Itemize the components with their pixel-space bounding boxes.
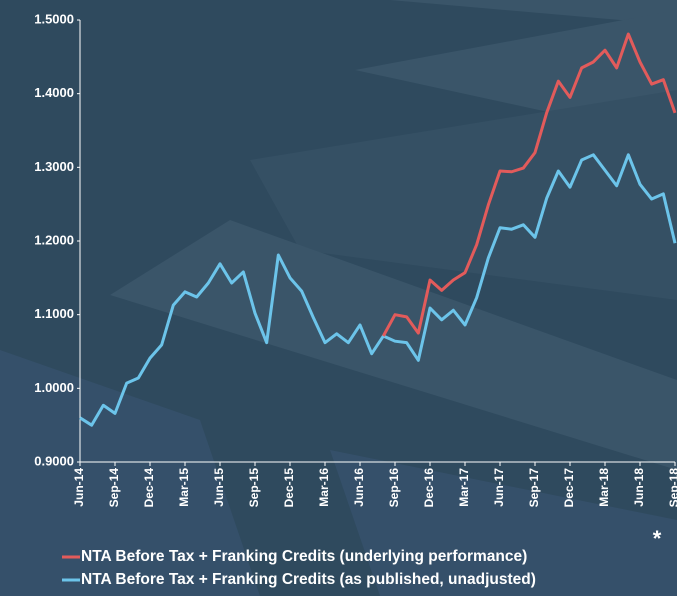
x-tick-label: Dec-14: [142, 468, 156, 508]
x-tick-label: Dec-16: [422, 468, 436, 508]
x-tick-label: Jun-15: [212, 468, 226, 507]
y-tick-label: 1.0000: [34, 380, 74, 395]
x-tick-label: Sep-17: [527, 468, 541, 508]
y-tick-label: 1.2000: [34, 232, 74, 247]
legend-label: NTA Before Tax + Franking Credits (under…: [81, 548, 527, 565]
x-tick-label: Sep-14: [107, 468, 121, 508]
x-tick-label: Mar-15: [177, 468, 191, 507]
x-tick-label: Dec-17: [562, 468, 576, 508]
x-tick-label: Mar-17: [457, 468, 471, 507]
x-tick-label: Mar-18: [597, 468, 611, 507]
x-tick-label: Mar-16: [317, 468, 331, 507]
x-tick-label: Sep-16: [387, 468, 401, 508]
x-tick-label: Sep-15: [247, 468, 261, 508]
x-tick-label: Jun-17: [492, 468, 506, 507]
y-tick-label: 1.4000: [34, 85, 74, 100]
x-tick-label: Dec-15: [282, 468, 296, 508]
x-tick-label: Jun-16: [352, 468, 366, 507]
y-tick-label: 0.9000: [34, 453, 74, 468]
legend-label: NTA Before Tax + Franking Credits (as pu…: [81, 571, 536, 588]
x-tick-label: Sep-18: [667, 468, 677, 508]
y-tick-label: 1.1000: [34, 306, 74, 321]
chart: * 0.9000 1.0000 1.1000 1.2000 1.3000 1.4000 1.…: [0, 0, 677, 596]
y-tick-label: 1.3000: [34, 159, 74, 174]
x-tick-label: Jun-18: [632, 468, 646, 507]
y-tick-label: 1.5000: [34, 11, 74, 26]
annotation: *: [653, 526, 662, 551]
x-tick-label: Jun-14: [72, 468, 86, 507]
